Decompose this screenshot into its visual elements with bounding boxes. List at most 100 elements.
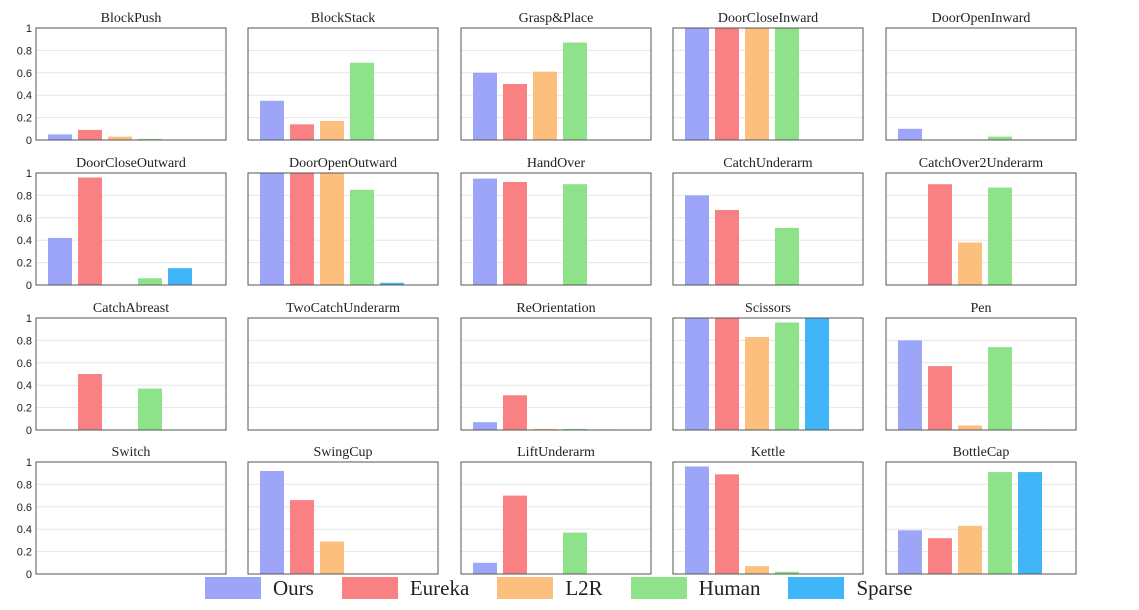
panel-frame-doorcloseinward xyxy=(672,27,864,141)
ytick-label-row1-3: 0.6 xyxy=(17,68,32,80)
panel-frame-bottlecap xyxy=(885,461,1077,575)
legend-label-eureka: Eureka xyxy=(409,575,470,600)
legend: Ours Eureka L2R Human Sparse xyxy=(205,575,940,601)
ytick-label-row1-2: 0.4 xyxy=(17,90,32,102)
bar-bottlecap-sparse xyxy=(1018,472,1042,574)
bar-kettle-eureka xyxy=(715,474,739,574)
panel-frame-dooropenoutward xyxy=(247,172,439,286)
legend-label-sparse: Sparse xyxy=(856,575,913,600)
ytick-label-row3-0: 0 xyxy=(26,425,32,437)
bar-doorcloseoutward-sparse xyxy=(168,268,192,285)
panel-frame-handover xyxy=(460,172,652,286)
panel-title-catchabreast: CatchAbreast xyxy=(93,301,169,316)
panel-title-blockpush: BlockPush xyxy=(101,11,162,26)
ytick-label-row4-1: 0.2 xyxy=(17,547,32,559)
panel-title-catchover2underarm: CatchOver2Underarm xyxy=(919,156,1044,171)
bar-liftunderarm-ours xyxy=(473,562,497,574)
legend-item-sparse: Sparse xyxy=(788,576,912,601)
bar-grasp-place-human xyxy=(563,42,587,141)
bar-kettle-l2r xyxy=(745,566,769,574)
legend-label-l2r: L2R xyxy=(565,575,603,600)
bar-dooropeninward-human xyxy=(988,136,1012,140)
legend-item-eureka: Eureka xyxy=(341,575,470,601)
bar-scissors-sparse xyxy=(805,318,829,430)
bar-catchunderarm-human xyxy=(775,227,799,285)
panel-frame-pen xyxy=(885,317,1077,431)
bar-reorientation-l2r xyxy=(533,428,557,430)
bar-blockpush-human xyxy=(138,138,162,140)
panel-title-liftunderarm: LiftUnderarm xyxy=(517,445,595,460)
legend-label-ours: Ours xyxy=(273,575,314,600)
ytick-label-row2-2: 0.4 xyxy=(17,235,32,247)
bar-grasp-place-ours xyxy=(473,72,497,140)
ytick-label-row4-0: 0 xyxy=(26,569,32,581)
legend-item-ours: Ours xyxy=(205,576,314,601)
bar-blockpush-ours xyxy=(48,134,72,140)
bar-doorcloseinward-l2r xyxy=(745,28,769,140)
ytick-label-row2-4: 0.8 xyxy=(17,190,32,202)
panel-frame-swingcup xyxy=(247,461,439,575)
bar-catchabreast-human xyxy=(138,388,162,430)
bar-pen-human xyxy=(988,347,1012,430)
bar-dooropeninward-ours xyxy=(898,128,922,140)
bar-doorcloseoutward-human xyxy=(138,278,162,285)
panel-title-grasp-place: Grasp&Place xyxy=(519,11,594,26)
legend-swatch-sparse xyxy=(788,577,845,599)
panel-title-twocatchunderarm: TwoCatchUnderarm xyxy=(286,301,400,316)
panel-title-pen: Pen xyxy=(971,301,992,316)
ytick-label-row1-4: 0.8 xyxy=(17,45,32,57)
bar-doorcloseinward-eureka xyxy=(715,28,739,140)
bar-pen-l2r xyxy=(958,425,982,430)
panel-frame-switch xyxy=(35,461,227,575)
ytick-label-row3-5: 1 xyxy=(26,313,32,325)
bar-reorientation-eureka xyxy=(503,395,527,430)
ytick-label-row1-5: 1 xyxy=(26,23,32,35)
bar-grasp-place-l2r xyxy=(533,71,557,140)
ytick-label-row2-5: 1 xyxy=(26,168,32,180)
panel-frame-liftunderarm xyxy=(460,461,652,575)
bar-catchunderarm-ours xyxy=(685,195,709,285)
ytick-label-row4-5: 1 xyxy=(26,457,32,469)
ytick-label-row3-1: 0.2 xyxy=(17,403,32,415)
bar-doorcloseoutward-eureka xyxy=(78,177,102,285)
bar-catchover2underarm-l2r xyxy=(958,242,982,285)
bar-pen-eureka xyxy=(928,366,952,430)
panel-frame-reorientation xyxy=(460,317,652,431)
bar-reorientation-ours xyxy=(473,422,497,430)
bar-doorcloseinward-human xyxy=(775,28,799,140)
panel-title-kettle: Kettle xyxy=(751,445,785,460)
bar-kettle-human xyxy=(775,571,799,574)
bar-scissors-eureka xyxy=(715,318,739,430)
legend-swatch-ours xyxy=(205,577,261,599)
panel-frame-scissors xyxy=(672,317,864,431)
panel-title-swingcup: SwingCup xyxy=(313,445,372,460)
bar-blockpush-l2r xyxy=(108,136,132,140)
bar-dooropenoutward-eureka xyxy=(290,173,314,285)
ytick-label-row3-4: 0.8 xyxy=(17,335,32,347)
bar-blockpush-eureka xyxy=(78,129,102,140)
panel-frame-grasp-place xyxy=(460,27,652,141)
panel-frame-twocatchunderarm xyxy=(247,317,439,431)
bar-dooropenoutward-human xyxy=(350,189,374,285)
bar-blockstack-human xyxy=(350,62,374,140)
panel-frame-dooropeninward xyxy=(885,27,1077,141)
bar-doorcloseoutward-ours xyxy=(48,237,72,285)
ytick-label-row2-0: 0 xyxy=(26,280,32,292)
bar-dooropenoutward-sparse xyxy=(380,282,404,285)
bar-blockstack-ours xyxy=(260,100,284,140)
bar-pen-ours xyxy=(898,340,922,430)
panel-title-doorcloseoutward: DoorCloseOutward xyxy=(76,156,186,171)
legend-swatch-eureka xyxy=(341,577,398,599)
panel-title-blockstack: BlockStack xyxy=(311,11,376,26)
bar-bottlecap-ours xyxy=(898,530,922,574)
bar-dooropenoutward-ours xyxy=(260,173,284,285)
ytick-label-row2-1: 0.2 xyxy=(17,258,32,270)
legend-item-human: Human xyxy=(630,576,760,601)
panel-title-bottlecap: BottleCap xyxy=(953,445,1010,460)
ytick-label-row4-4: 0.8 xyxy=(17,479,32,491)
panel-frame-catchabreast xyxy=(35,317,227,431)
bar-doorcloseinward-ours xyxy=(685,28,709,140)
bar-handover-eureka xyxy=(503,181,527,285)
ytick-label-row3-3: 0.6 xyxy=(17,358,32,370)
